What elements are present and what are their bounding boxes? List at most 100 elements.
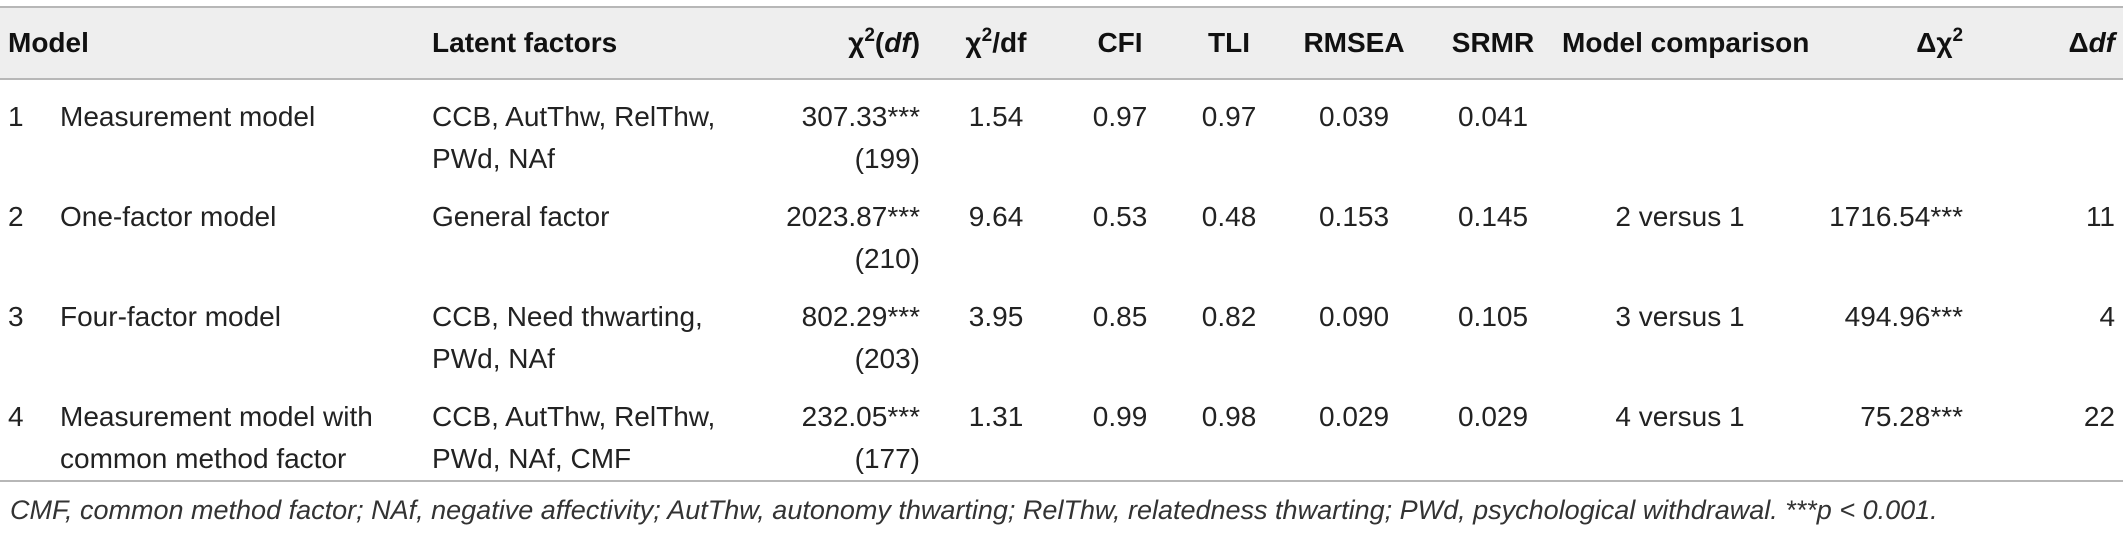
delta-df-value: 22 [2083,401,2116,432]
table-row: 4 Measurement model with common method fac… [0,380,2123,481]
cfi-cell: 0.53 [1066,180,1174,280]
rmsea-value: 0.039 [1318,101,1390,132]
row-number: 4 [0,380,60,481]
row-number: 3 [0,280,60,380]
tli-value: 0.82 [1201,301,1257,332]
rmsea-cell: 0.090 [1284,280,1424,380]
chi-ratio-value: 3.95 [968,301,1024,332]
chi-ratio-cell: 9.64 [926,180,1066,280]
chi-square-cell: 307.33*** (199) [718,79,926,180]
delta-df-cell: 11 [2003,180,2123,280]
model-name-cell: Measurement model with common method fact… [60,380,432,481]
latent-factors-cell: General factor [432,180,718,280]
table-footnote: CMF, common method factor; NAf, negative… [10,495,1938,525]
chi-square-value: 2023.87*** [786,201,921,232]
chi-ratio-cell: 3.95 [926,280,1066,380]
cfi-cell: 0.99 [1066,380,1174,481]
model-name-cell: One-factor model [60,180,432,280]
srmr-cell: 0.029 [1424,380,1562,481]
rmsea-cell: 0.153 [1284,180,1424,280]
latent-factors-line: PWd, NAf, CMF [432,443,632,474]
model-name-cell: Four-factor model [60,280,432,380]
tli-cell: 0.82 [1174,280,1284,380]
tli-cell: 0.48 [1174,180,1284,280]
model-comparison-cell: 3 versus 1 [1562,280,1798,380]
chi-ratio-value: 1.54 [968,101,1024,132]
row-number: 2 [0,180,60,280]
rmsea-cell: 0.029 [1284,380,1424,481]
rmsea-value: 0.029 [1318,401,1390,432]
header-rmsea: RMSEA [1284,6,1425,80]
header-delta-chi-square: Δχ2 [1798,6,2004,80]
df-value: (203) [854,343,921,374]
model-comparison-cell [1562,79,1798,180]
delta-df-cell [2003,79,2123,180]
cfi-value: 0.85 [1092,301,1148,332]
row-number-text: 1 [8,101,24,132]
model-name-line: common method factor [60,443,347,474]
table-row: 1 Measurement model CCB, AutThw, RelThw, PW… [0,79,2123,180]
cfi-cell: 0.85 [1066,280,1174,380]
latent-factors-line: CCB, AutThw, RelThw, [432,401,716,432]
srmr-cell: 0.105 [1424,280,1562,380]
df-value: (177) [854,443,921,474]
model-name-line: Four-factor model [60,301,281,332]
delta-df-cell: 22 [2003,380,2123,481]
row-number: 1 [0,79,60,180]
model-comparison-value: 4 versus 1 [1615,401,1745,432]
srmr-value: 0.041 [1457,101,1529,132]
delta-chi-value: 75.28*** [1860,401,1964,432]
srmr-value: 0.029 [1457,401,1529,432]
header-row: Model Latent factors χ2(df) χ2/df CFI TL… [0,6,2123,80]
model-comparison-cell: 2 versus 1 [1562,180,1798,280]
header-chi-square-ratio: χ2/df [926,6,1067,80]
header-model-comparison: Model comparison [1562,6,1809,80]
model-name-line: One-factor model [60,201,277,232]
model-name-line: Measurement model [60,101,316,132]
df-value: (199) [854,143,921,174]
latent-factors-cell: CCB, Need thwarting, PWd, NAf [432,280,718,380]
chi-square-value: 307.33*** [801,101,921,132]
chi-ratio-cell: 1.31 [926,380,1066,481]
delta-chi-cell: 1716.54*** [1798,180,2003,280]
chi-square-cell: 2023.87*** (210) [718,180,926,280]
chi-square-value: 232.05*** [801,401,921,432]
row-number-text: 4 [8,401,24,432]
delta-df-value: 4 [2099,301,2116,332]
chi-square-cell: 802.29*** (203) [718,280,926,380]
model-comparison-value: 3 versus 1 [1615,301,1745,332]
latent-factors-line: CCB, AutThw, RelThw, [432,101,716,132]
chi-square-value: 802.29*** [801,301,921,332]
cfi-value: 0.99 [1092,401,1148,432]
tli-value: 0.97 [1201,101,1257,132]
header-tli: TLI [1174,6,1285,80]
tli-value: 0.48 [1201,201,1257,232]
delta-chi-cell: 75.28*** [1798,380,2003,481]
header-model: Model [0,6,433,80]
row-number-text: 3 [8,301,24,332]
cfi-cell: 0.97 [1066,79,1174,180]
table-row: 3 Four-factor model CCB, Need thwarting, PW… [0,280,2123,380]
srmr-cell: 0.145 [1424,180,1562,280]
delta-chi-value: 1716.54*** [1829,201,1964,232]
delta-df-value: 11 [2085,201,2116,232]
model-fit-table: Model Latent factors χ2(df) χ2/df CFI TL… [0,6,2123,482]
header-cfi: CFI [1066,6,1175,80]
df-value: (210) [854,243,921,274]
header-srmr: SRMR [1424,6,1563,80]
model-comparison-cell: 4 versus 1 [1562,380,1798,481]
chi-ratio-cell: 1.54 [926,79,1066,180]
latent-factors-line: General factor [432,201,610,232]
delta-df-cell: 4 [2003,280,2123,380]
delta-chi-cell: 494.96*** [1798,280,2003,380]
tli-cell: 0.98 [1174,380,1284,481]
latent-factors-line: PWd, NAf [432,143,555,174]
tli-value: 0.98 [1201,401,1257,432]
rmsea-cell: 0.039 [1284,79,1424,180]
srmr-value: 0.145 [1457,201,1529,232]
srmr-cell: 0.041 [1424,79,1562,180]
cfi-value: 0.97 [1092,101,1148,132]
model-comparison-value: 2 versus 1 [1615,201,1745,232]
latent-factors-line: CCB, Need thwarting, [432,301,703,332]
model-name-line: Measurement model with [60,401,373,432]
